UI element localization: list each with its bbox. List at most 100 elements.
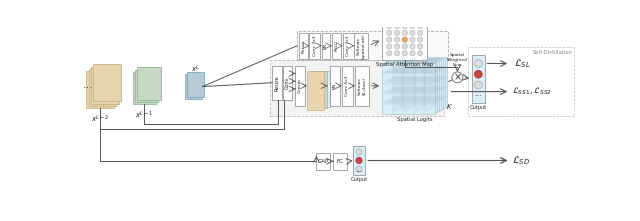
Circle shape <box>387 23 392 29</box>
Text: $x^{L-2}$: $x^{L-2}$ <box>91 114 109 125</box>
FancyBboxPatch shape <box>333 153 348 170</box>
FancyBboxPatch shape <box>382 20 428 60</box>
FancyBboxPatch shape <box>355 33 368 59</box>
Text: Conv 3x3: Conv 3x3 <box>346 76 349 96</box>
FancyBboxPatch shape <box>313 71 330 107</box>
FancyBboxPatch shape <box>343 33 353 59</box>
FancyBboxPatch shape <box>309 33 320 59</box>
FancyBboxPatch shape <box>93 64 121 101</box>
Text: $\mathcal{L}_{SD}$: $\mathcal{L}_{SD}$ <box>513 154 531 167</box>
Circle shape <box>474 70 482 78</box>
Text: Self-Distillation: Self-Distillation <box>533 50 573 55</box>
FancyBboxPatch shape <box>355 66 369 106</box>
FancyBboxPatch shape <box>342 66 353 106</box>
FancyBboxPatch shape <box>135 70 158 102</box>
Text: ...: ... <box>474 89 483 98</box>
FancyBboxPatch shape <box>316 153 330 170</box>
Circle shape <box>387 51 392 56</box>
Circle shape <box>418 23 423 29</box>
Text: ReLU: ReLU <box>335 40 339 51</box>
Circle shape <box>410 37 415 42</box>
Circle shape <box>410 30 415 35</box>
Text: ...: ... <box>356 167 362 173</box>
Text: Spatial Logits: Spatial Logits <box>397 117 433 122</box>
Text: Softmax
(K-class): Softmax (K-class) <box>358 77 367 95</box>
FancyBboxPatch shape <box>472 55 484 103</box>
Circle shape <box>394 51 399 56</box>
FancyBboxPatch shape <box>184 74 202 99</box>
Circle shape <box>356 157 362 164</box>
FancyBboxPatch shape <box>316 71 333 105</box>
Text: Spatial
Weighted
Sum: Spatial Weighted Sum <box>447 53 468 67</box>
Circle shape <box>356 166 362 172</box>
Circle shape <box>402 37 407 42</box>
FancyBboxPatch shape <box>322 33 330 59</box>
FancyBboxPatch shape <box>187 72 204 97</box>
Circle shape <box>418 51 423 56</box>
FancyBboxPatch shape <box>132 72 156 104</box>
Circle shape <box>402 30 407 35</box>
FancyBboxPatch shape <box>283 66 292 100</box>
Circle shape <box>474 60 482 67</box>
FancyBboxPatch shape <box>390 59 443 109</box>
Circle shape <box>410 44 415 49</box>
Text: Conv 3x3: Conv 3x3 <box>313 36 317 56</box>
Circle shape <box>418 44 423 49</box>
Circle shape <box>410 23 415 29</box>
Text: Spatial Attention Map: Spatial Attention Map <box>376 62 433 67</box>
Circle shape <box>387 44 392 49</box>
Circle shape <box>402 44 407 49</box>
Circle shape <box>402 23 407 29</box>
Text: BN: BN <box>324 43 328 49</box>
Circle shape <box>474 81 482 89</box>
Circle shape <box>418 37 423 42</box>
Text: ...: ... <box>83 80 94 90</box>
FancyBboxPatch shape <box>330 66 340 106</box>
FancyBboxPatch shape <box>88 69 116 106</box>
FancyBboxPatch shape <box>382 63 435 114</box>
FancyBboxPatch shape <box>270 60 444 116</box>
Text: Output: Output <box>351 177 367 183</box>
Text: $\mathcal{L}_{SL}$: $\mathcal{L}_{SL}$ <box>514 57 531 70</box>
Circle shape <box>452 72 463 83</box>
Text: $\mathcal{L}_{SS1},\mathcal{L}_{SS2}$: $\mathcal{L}_{SS1},\mathcal{L}_{SS2}$ <box>513 86 552 97</box>
Circle shape <box>410 51 415 56</box>
Text: Concat: Concat <box>298 78 302 93</box>
Text: BN: BN <box>333 83 337 89</box>
Text: $x^{L-1}$: $x^{L-1}$ <box>135 110 154 121</box>
Text: K: K <box>447 104 451 110</box>
FancyBboxPatch shape <box>298 33 308 59</box>
FancyBboxPatch shape <box>353 146 365 175</box>
Text: Softmax
(spatial-att): Softmax (spatial-att) <box>357 33 365 59</box>
Circle shape <box>418 30 423 35</box>
FancyBboxPatch shape <box>386 61 439 111</box>
Text: $\times$: $\times$ <box>453 72 462 82</box>
Circle shape <box>394 23 399 29</box>
FancyBboxPatch shape <box>297 31 448 60</box>
Circle shape <box>402 51 407 56</box>
FancyBboxPatch shape <box>384 62 437 112</box>
Text: Resize: Resize <box>301 39 305 53</box>
Text: $x^{L}$: $x^{L}$ <box>191 64 200 75</box>
FancyBboxPatch shape <box>296 66 305 106</box>
Text: Output: Output <box>470 105 487 110</box>
FancyBboxPatch shape <box>86 71 114 108</box>
FancyBboxPatch shape <box>394 57 447 107</box>
FancyBboxPatch shape <box>388 60 441 110</box>
Circle shape <box>387 30 392 35</box>
Text: Conv: Conv <box>285 76 290 89</box>
Circle shape <box>387 37 392 42</box>
Text: FC: FC <box>337 159 344 164</box>
FancyBboxPatch shape <box>332 33 341 59</box>
FancyBboxPatch shape <box>310 71 327 108</box>
Text: GAP: GAP <box>317 159 329 164</box>
Text: Conv 3x3: Conv 3x3 <box>346 36 350 56</box>
FancyBboxPatch shape <box>307 71 324 110</box>
FancyBboxPatch shape <box>272 66 282 100</box>
FancyBboxPatch shape <box>392 58 445 108</box>
FancyBboxPatch shape <box>91 67 119 103</box>
FancyBboxPatch shape <box>138 67 161 100</box>
Circle shape <box>394 30 399 35</box>
Text: Resize: Resize <box>275 75 279 91</box>
Circle shape <box>394 37 399 42</box>
